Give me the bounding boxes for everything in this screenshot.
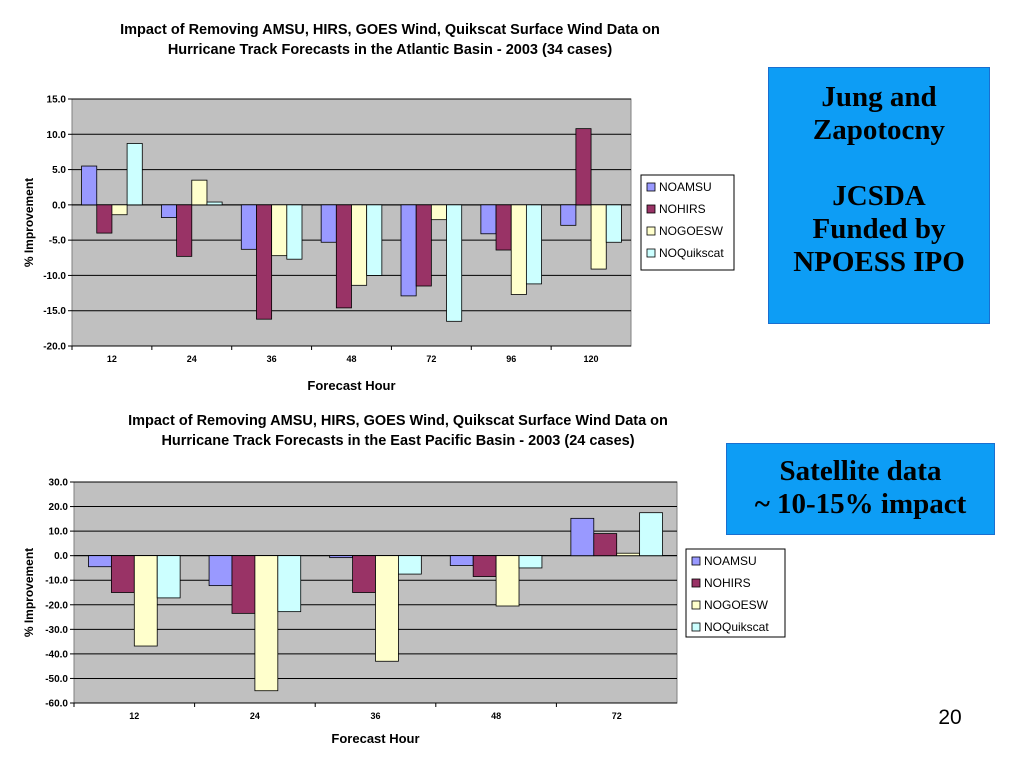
bar-noquikscat-12 <box>126 143 143 206</box>
y-tick-label: -10.0 <box>43 271 66 282</box>
y-tick-label: -5.0 <box>49 236 67 247</box>
y-tick-label: -60.0 <box>45 699 68 710</box>
chart-title-east-pacific: Impact of Removing AMSU, HIRS, GOES Wind… <box>128 413 668 449</box>
x-tick-label-12: 12 <box>129 711 139 721</box>
legend-label-nohirs: NOHIRS <box>704 576 751 590</box>
bar-noamsu-12 <box>81 165 98 206</box>
bar-noquikscat-48 <box>366 204 383 276</box>
legend-swatch-noquikscat <box>646 248 656 258</box>
x-tick-label-48: 48 <box>346 354 356 364</box>
x-tick-label-72: 72 <box>426 354 436 364</box>
bar-noquikscat-24 <box>277 555 302 613</box>
x-axis-label: Forecast Hour <box>331 731 419 746</box>
y-axis-label: % Improvement <box>22 548 36 637</box>
bar-noquikscat-48 <box>518 555 543 569</box>
y-axis-label: % Improvement <box>22 178 36 267</box>
bar-noamsu-72 <box>570 517 595 557</box>
bar-nohirs-72 <box>415 204 432 287</box>
legend-swatch-noquikscat <box>691 622 701 632</box>
y-tick-label: -15.0 <box>43 306 66 317</box>
bar-noquikscat-72 <box>446 204 463 322</box>
legend-label-noamsu: NOAMSU <box>704 554 757 568</box>
bar-nohirs-12 <box>110 555 135 593</box>
y-tick-label: 20.0 <box>49 502 69 513</box>
x-tick-label-36: 36 <box>267 354 277 364</box>
bar-nogoesw-12 <box>133 555 158 647</box>
x-tick-label-120: 120 <box>584 354 599 364</box>
x-tick-label-96: 96 <box>506 354 516 364</box>
bar-nogoesw-24 <box>191 179 208 206</box>
bar-noquikscat-120 <box>605 204 622 243</box>
y-tick-label: 10.0 <box>49 527 69 538</box>
bar-noquikscat-96 <box>525 204 542 285</box>
callout-impact: Satellite data ~ 10-15% impact <box>726 443 995 535</box>
legend-label-nogoesw: NOGOESW <box>659 224 724 238</box>
chart-title-atlantic: Impact of Removing AMSU, HIRS, GOES Wind… <box>120 22 660 58</box>
bar-noquikscat-36 <box>398 555 422 575</box>
y-tick-label: 10.0 <box>47 130 67 141</box>
bar-noquikscat-12 <box>156 555 181 599</box>
bar-nohirs-24 <box>176 204 193 257</box>
legend-swatch-nohirs <box>691 578 701 588</box>
bar-noamsu-12 <box>88 555 112 568</box>
legend-label-noquikscat: NOQuikscat <box>659 246 724 260</box>
legend-swatch-noamsu <box>646 182 656 192</box>
legend-swatch-nogoesw <box>691 600 701 610</box>
legend-swatch-nogoesw <box>646 226 656 236</box>
legend-swatch-nohirs <box>646 204 656 214</box>
y-tick-label: -40.0 <box>45 649 68 660</box>
bar-nohirs-36 <box>256 204 273 320</box>
bar-nohirs-24 <box>231 555 256 614</box>
bar-noquikscat-36 <box>286 204 303 260</box>
y-tick-label: 0.0 <box>52 200 66 211</box>
bar-nogoesw-36 <box>375 555 399 662</box>
bar-noquikscat-24 <box>206 201 223 206</box>
bar-nohirs-120 <box>575 128 592 206</box>
legend-label-nohirs: NOHIRS <box>659 202 706 216</box>
y-tick-label: -20.0 <box>43 342 66 353</box>
y-tick-label: 5.0 <box>52 165 66 176</box>
x-tick-label-72: 72 <box>612 711 622 721</box>
y-tick-label: 0.0 <box>54 551 68 562</box>
x-tick-label-24: 24 <box>187 354 197 364</box>
bar-nogoesw-48 <box>495 555 520 607</box>
y-tick-label: 15.0 <box>47 95 67 106</box>
y-tick-label: -10.0 <box>45 576 68 587</box>
bar-nohirs-12 <box>96 204 113 234</box>
legend-label-nogoesw: NOGOESW <box>704 598 769 612</box>
x-tick-label-24: 24 <box>250 711 260 721</box>
callout-attribution: Jung and Zapotocny JCSDA Funded by NPOES… <box>768 67 990 324</box>
bar-noamsu-36 <box>329 555 353 559</box>
legend-label-noquikscat: NOQuikscat <box>704 620 769 634</box>
bar-noamsu-24 <box>208 555 233 587</box>
legend <box>685 548 786 638</box>
y-tick-label: -50.0 <box>45 674 68 685</box>
bar-nogoesw-72 <box>616 552 641 557</box>
legend-swatch-noamsu <box>691 556 701 566</box>
x-tick-label-48: 48 <box>491 711 501 721</box>
bar-nohirs-36 <box>352 555 376 593</box>
bar-noamsu-48 <box>449 555 474 566</box>
bar-nogoesw-24 <box>254 555 279 692</box>
bar-noquikscat-72 <box>639 512 663 557</box>
y-tick-label: 30.0 <box>49 478 69 489</box>
x-tick-label-36: 36 <box>370 711 380 721</box>
x-axis-label: Forecast Hour <box>307 378 395 393</box>
y-tick-label: -20.0 <box>45 600 68 611</box>
legend-label-noamsu: NOAMSU <box>659 180 712 194</box>
bar-noamsu-120 <box>560 204 577 226</box>
bar-nohirs-48 <box>472 555 497 577</box>
bar-nogoesw-12 <box>111 204 128 216</box>
y-tick-label: -30.0 <box>45 625 68 636</box>
legend <box>640 174 735 271</box>
bar-nohirs-72 <box>593 533 618 557</box>
x-tick-label-12: 12 <box>107 354 117 364</box>
page-number: 20 <box>938 706 962 729</box>
